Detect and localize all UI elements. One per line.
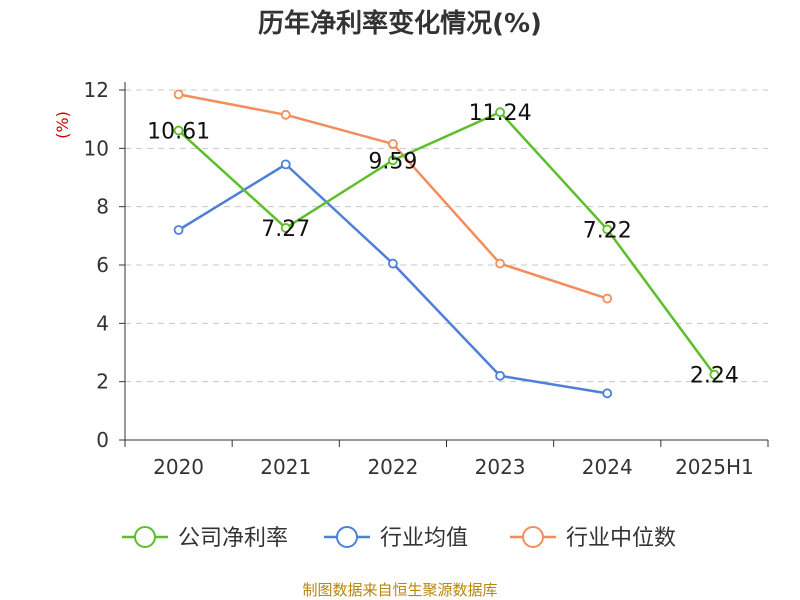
y-axis-label: (%) <box>53 111 72 139</box>
x-tick-label: 2020 <box>153 455 204 479</box>
legend-label: 行业均值 <box>380 526 468 551</box>
data-point <box>495 258 505 269</box>
data-point <box>495 107 505 118</box>
y-tick-label: 0 <box>96 428 109 452</box>
data-point <box>602 224 613 235</box>
data-label: 7.27 <box>261 217 310 242</box>
data-point <box>173 125 184 136</box>
axes: 0 2 4 6 8 10 12 2020 2021 2022 2023 2024 2025H1 <box>84 78 769 479</box>
data-point <box>280 223 291 233</box>
series-line-0 <box>177 110 716 376</box>
legend: 公司净利率 行业均值 行业中位数 <box>122 526 676 551</box>
x-tick-label: 2023 <box>475 455 526 479</box>
source-footer: 制图数据来自恒生聚源数据库 <box>302 581 497 599</box>
data-label: 11.24 <box>469 101 532 126</box>
y-tick-label: 10 <box>84 136 109 160</box>
data-label: 2.24 <box>690 364 739 389</box>
y-tick-label: 6 <box>96 253 109 277</box>
legend-label: 行业中位数 <box>566 526 676 551</box>
grid-lines <box>125 89 768 383</box>
data-point <box>602 388 613 399</box>
y-tick-label: 12 <box>84 78 109 102</box>
data-point <box>495 370 505 381</box>
legend-label: 公司净利率 <box>178 526 288 551</box>
data-point <box>280 159 291 170</box>
data-point <box>388 139 398 149</box>
chart-title: 历年净利率变化情况(%) <box>258 8 542 39</box>
legend-marker <box>522 526 544 548</box>
legend-marker <box>336 526 358 548</box>
data-point <box>709 369 720 380</box>
legend-marker <box>134 526 156 548</box>
data-labels: 10.61 7.27 9.59 11.24 7.22 2.24 <box>147 101 739 389</box>
x-tick-label: 2022 <box>367 455 418 479</box>
data-label: 9.59 <box>368 149 417 174</box>
data-point <box>388 258 398 269</box>
data-point <box>602 293 613 304</box>
x-tick-label: 2021 <box>260 455 311 479</box>
data-point <box>280 109 291 120</box>
data-point <box>173 225 184 235</box>
data-point <box>388 155 398 166</box>
y-tick-label: 4 <box>96 311 109 335</box>
series-layer <box>173 89 720 399</box>
x-tick-label: 2025H1 <box>675 455 754 479</box>
data-point <box>173 89 184 100</box>
data-label: 7.22 <box>583 218 632 243</box>
data-label: 10.61 <box>147 120 210 145</box>
x-tick-label: 2024 <box>582 455 633 479</box>
y-tick-label: 2 <box>96 370 109 394</box>
y-tick-label: 8 <box>96 195 109 219</box>
